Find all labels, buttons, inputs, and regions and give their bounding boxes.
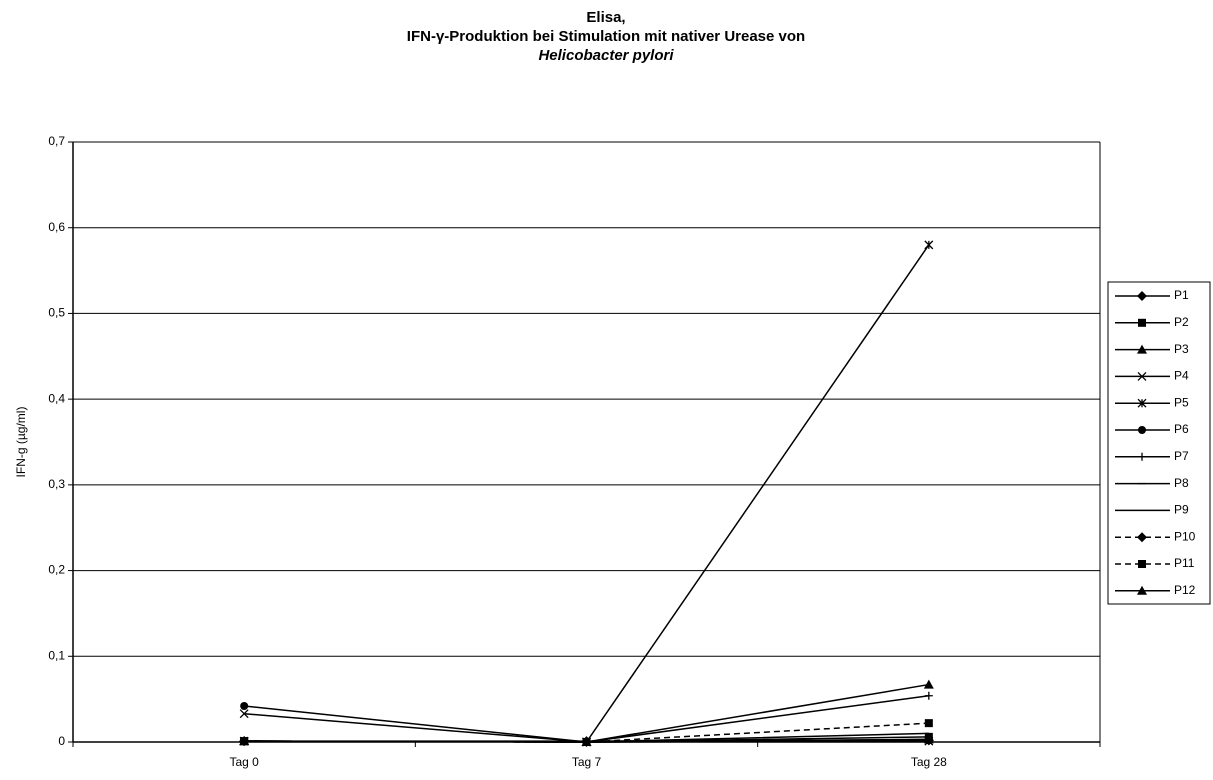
legend-box bbox=[1107, 281, 1211, 605]
legend-label: P1 bbox=[1174, 288, 1189, 302]
marker bbox=[1137, 344, 1147, 354]
marker bbox=[1138, 560, 1146, 568]
y-axis-label: IFN-g (µg/ml) bbox=[14, 407, 28, 478]
marker bbox=[240, 702, 249, 710]
marker bbox=[1137, 291, 1147, 301]
marker bbox=[1137, 585, 1147, 595]
x-tick-label: Tag 7 bbox=[572, 755, 602, 769]
marker bbox=[239, 736, 250, 746]
y-tick-label: 0,7 bbox=[48, 134, 65, 148]
marker bbox=[924, 719, 933, 728]
y-tick-label: 0,5 bbox=[48, 306, 65, 320]
marker bbox=[924, 691, 933, 700]
legend-label: P3 bbox=[1174, 342, 1189, 356]
legend-label: P5 bbox=[1174, 395, 1189, 409]
legend-label: P8 bbox=[1174, 476, 1189, 490]
marker bbox=[928, 732, 930, 734]
legend-label: P12 bbox=[1174, 583, 1196, 597]
y-tick-label: 0,1 bbox=[48, 648, 65, 662]
series-line bbox=[244, 683, 929, 743]
marker bbox=[1137, 398, 1147, 408]
y-tick-label: 0,2 bbox=[48, 563, 65, 577]
marker bbox=[1137, 532, 1147, 543]
y-tick-label: 0,4 bbox=[48, 391, 65, 405]
y-tick-label: 0,6 bbox=[48, 220, 65, 234]
marker bbox=[924, 240, 934, 250]
marker bbox=[923, 735, 934, 746]
series-line bbox=[244, 694, 929, 743]
marker bbox=[581, 737, 592, 746]
marker bbox=[1137, 371, 1147, 381]
chart-title: IFN-γ-Produktion bei Stimulation mit nat… bbox=[407, 28, 805, 45]
marker bbox=[239, 709, 249, 719]
marker bbox=[1138, 426, 1146, 434]
marker bbox=[1138, 452, 1146, 461]
legend-label: P6 bbox=[1174, 422, 1189, 436]
x-tick-label: Tag 28 bbox=[911, 755, 947, 769]
legend-label: P9 bbox=[1174, 503, 1189, 517]
legend-label: P10 bbox=[1174, 529, 1196, 543]
marker bbox=[923, 679, 934, 689]
marker bbox=[1138, 318, 1146, 327]
series-line bbox=[244, 244, 930, 743]
legend-label: P2 bbox=[1174, 315, 1189, 329]
y-tick-label: 0 bbox=[58, 734, 65, 748]
legend-label: P7 bbox=[1174, 449, 1189, 463]
x-tick-label: Tag 0 bbox=[229, 755, 259, 769]
legend-label: P4 bbox=[1174, 369, 1189, 383]
legend-label: P11 bbox=[1174, 556, 1195, 570]
chart-title: Elisa, bbox=[586, 9, 625, 26]
y-tick-label: 0,3 bbox=[48, 477, 65, 491]
chart-title: Helicobacter pylori bbox=[538, 47, 674, 64]
